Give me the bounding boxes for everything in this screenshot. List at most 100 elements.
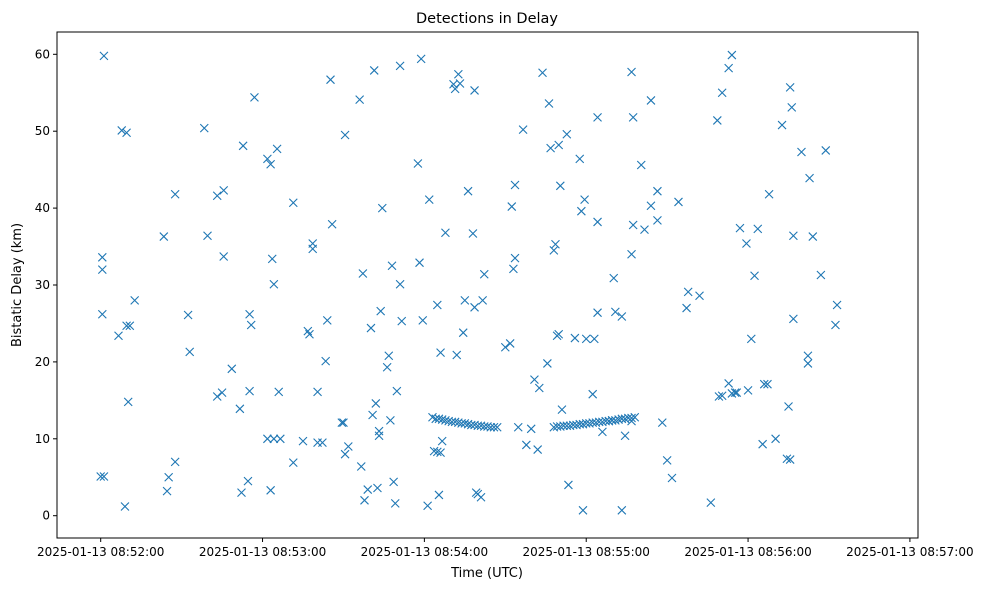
x-axis: 2025-01-13 08:52:00 2025-01-13 08:53:00 20… [37,538,974,559]
detection-marker [97,309,107,319]
detection-marker [570,333,580,343]
detection-marker [714,392,724,401]
detection-marker [246,320,256,330]
detection-marker [424,195,434,205]
detection-marker [117,126,127,135]
detection-marker [785,455,795,464]
y-axis-label: Bistatic Delay (km) [10,223,25,347]
detection-marker [327,219,337,229]
detection-marker [544,99,554,108]
detection-marker [122,321,131,331]
x-tick-label: 2025-01-13 08:53:00 [199,545,326,559]
detection-marker [604,416,614,426]
detection-marker [159,232,169,241]
detection-marker [227,364,237,374]
detection-marker [386,415,395,425]
detection-marker [788,314,798,324]
detection-marker [97,265,107,275]
detection-marker [724,63,734,73]
detection-marker [507,202,517,211]
detection-marker [434,414,444,424]
detection-marker [458,328,468,338]
detection-marker [489,422,499,432]
detection-marker [750,271,759,281]
detection-marker [432,300,442,310]
detection-marker [96,472,106,481]
detection-marker [318,438,327,448]
x-tick-label: 2025-01-13 08:57:00 [846,545,973,559]
detection-marker [735,223,745,233]
detection-marker [559,421,568,431]
detection-marker [452,350,462,360]
y-tick-label: 60 [35,47,50,61]
detection-marker [374,426,384,436]
detection-marker [758,439,768,449]
detection-marker [308,244,318,254]
x-tick-label: 2025-01-13 08:54:00 [361,545,488,559]
detection-marker [274,387,284,397]
detection-marker [627,413,636,423]
detection-marker [589,334,599,344]
detection-marker [212,392,222,401]
detection-marker [712,116,722,125]
detection-marker [243,476,253,486]
detection-marker [476,492,486,502]
detection-marker [695,291,704,301]
detection-marker [470,302,479,312]
detection-marker [771,434,780,444]
detection-marker [183,310,193,320]
detection-marker [821,146,831,155]
detection-marker [657,418,667,428]
detection-marker [727,50,737,60]
x-tick-label: 2025-01-13 08:55:00 [522,545,649,559]
detection-marker [732,388,742,398]
detection-marker [764,189,774,199]
detection-marker [390,499,400,508]
detection-marker [369,66,379,75]
detection-marker [717,391,727,401]
detection-marker [730,388,740,398]
detection-marker [123,397,133,407]
detection-marker [746,334,756,344]
detection-marker [576,206,586,216]
detection-marker [598,427,607,437]
detection-marker [305,329,314,339]
detection-marker [366,323,376,333]
detection-marker [667,473,677,483]
detection-marker [120,502,130,511]
y-tick-label: 40 [35,201,50,215]
detection-marker [384,351,394,361]
detection-marker [450,417,460,427]
detection-marker [763,379,772,389]
detection-marker [358,269,368,278]
detection-marker [788,231,798,241]
detection-marker [554,329,564,339]
detection-marker [607,415,617,425]
detection-marker [803,351,813,361]
detection-marker [628,112,638,122]
detection-marker [266,159,276,169]
detection-marker [742,239,751,248]
detection-marker [313,387,322,397]
detection-marker [460,295,470,305]
detection-marker [363,485,373,494]
detection-marker [429,446,439,456]
detection-marker [542,359,552,368]
detection-marker [557,405,567,414]
data-points [96,50,842,515]
detection-marker [298,436,308,446]
x-tick-label: 2025-01-13 08:56:00 [684,545,811,559]
detection-marker [99,472,109,481]
detection-marker [340,449,350,459]
detection-marker [162,486,172,496]
detection-marker [832,300,842,310]
detection-marker [395,279,405,289]
detection-marker [377,203,387,213]
detection-marker [453,69,463,79]
detection-marker [588,389,598,399]
detection-marker [662,455,672,465]
y-axis: 0 10 20 30 40 50 60 [35,47,57,523]
detection-marker [269,434,279,444]
detection-marker [706,498,716,508]
detection-marker [219,186,229,195]
